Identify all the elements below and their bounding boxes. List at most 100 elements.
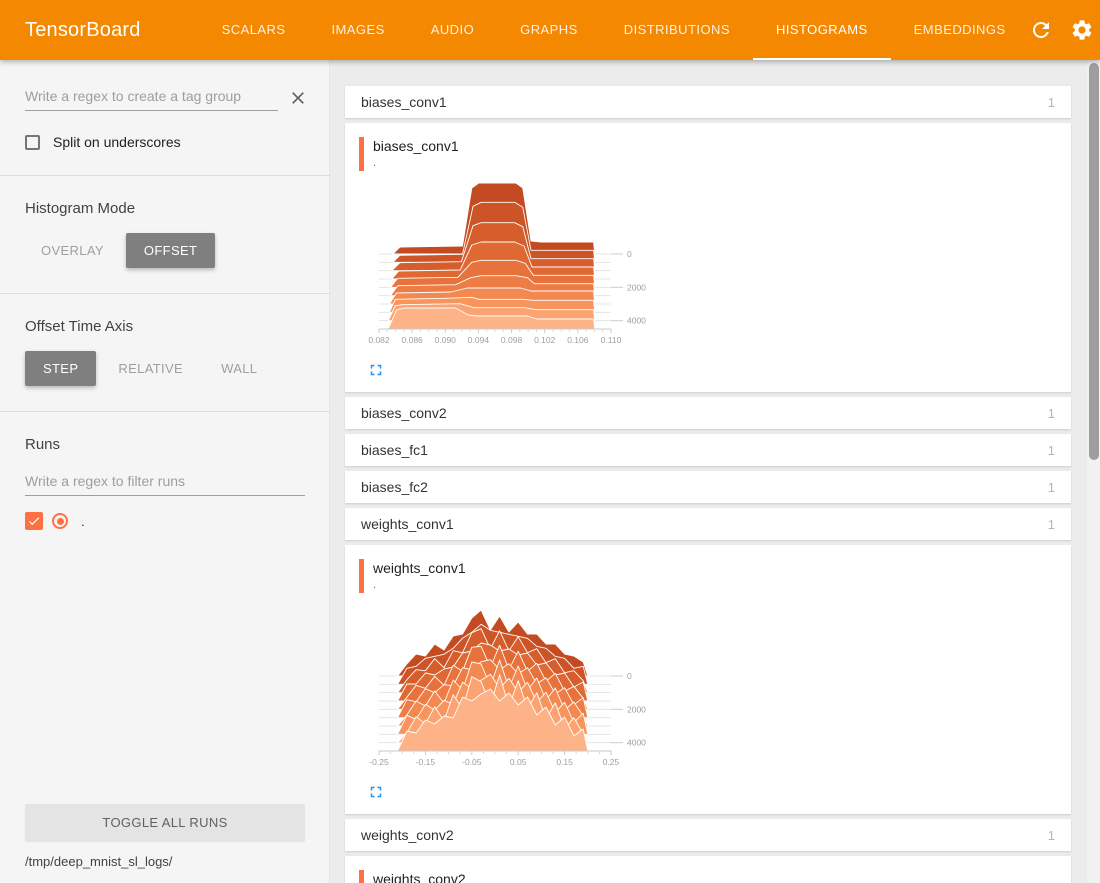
- app-header: TensorBoard SCALARSIMAGESAUDIOGRAPHSDIST…: [0, 0, 1100, 60]
- tag-group-count: 1: [1048, 480, 1055, 495]
- toggle-all-runs-button[interactable]: TOGGLE ALL RUNS: [25, 804, 305, 841]
- chart-title: weights_conv1: [373, 559, 466, 576]
- header-actions: [1029, 18, 1100, 42]
- tag-group-header-biases_conv1[interactable]: biases_conv11: [345, 86, 1071, 118]
- run-name: .: [81, 514, 85, 529]
- run-color-swatch-icon[interactable]: [52, 513, 68, 529]
- fullscreen-icon: [367, 783, 385, 801]
- clear-filter-button[interactable]: [288, 88, 308, 108]
- main-panel: biases_conv11biases_conv1.0200040000.082…: [330, 60, 1100, 883]
- svg-text:4000: 4000: [627, 316, 646, 326]
- divider: [0, 175, 330, 176]
- offset-time-axis-heading: Offset Time Axis: [25, 318, 305, 335]
- tag-group-title: weights_conv1: [361, 516, 454, 532]
- tag-group-header-biases_fc1[interactable]: biases_fc1 1: [345, 434, 1071, 466]
- svg-text:0.110: 0.110: [601, 335, 622, 345]
- time-axis-step-button[interactable]: STEP: [25, 351, 96, 386]
- log-directory-path: /tmp/deep_mnist_sl_logs/: [25, 854, 305, 869]
- svg-text:4000: 4000: [627, 738, 646, 748]
- settings-button[interactable]: [1070, 18, 1094, 42]
- svg-text:0.25: 0.25: [603, 757, 620, 767]
- tag-group-header-weights_conv1[interactable]: weights_conv1 1: [345, 508, 1071, 540]
- svg-text:0.082: 0.082: [368, 335, 390, 345]
- tab-bar: SCALARSIMAGESAUDIOGRAPHSDISTRIBUTIONSHIS…: [199, 0, 1029, 60]
- svg-text:0.090: 0.090: [435, 335, 457, 345]
- tag-group-count: 1: [1048, 828, 1055, 843]
- tab-distributions[interactable]: DISTRIBUTIONS: [601, 0, 753, 60]
- scrollbar[interactable]: [1087, 60, 1100, 883]
- svg-text:-0.25: -0.25: [369, 757, 389, 767]
- checkbox-unchecked-icon: [25, 135, 40, 150]
- tag-group-header-weights_conv2[interactable]: weights_conv2 1: [345, 819, 1071, 851]
- tag-filter-input[interactable]: [25, 84, 278, 111]
- runs-filter-input[interactable]: [25, 469, 305, 496]
- histogram-plot[interactable]: 0200040000.0820.0860.0900.0940.0980.1020…: [361, 179, 661, 355]
- tab-scalars[interactable]: SCALARS: [199, 0, 309, 60]
- close-icon: [288, 88, 308, 108]
- expand-chart-button[interactable]: [367, 361, 385, 379]
- run-color-bar: [359, 137, 364, 171]
- time-axis-relative-button[interactable]: RELATIVE: [102, 351, 199, 386]
- tag-group-count: 1: [1048, 443, 1055, 458]
- svg-text:0: 0: [627, 249, 632, 259]
- scrollbar-thumb[interactable]: [1089, 63, 1099, 460]
- sidebar: Split on underscores Histogram Mode OVER…: [0, 60, 330, 883]
- histogram-card-weights_conv2: weights_conv2.: [345, 856, 1071, 883]
- tab-audio[interactable]: AUDIO: [408, 0, 497, 60]
- chart-run-label: .: [373, 579, 466, 591]
- tab-histograms[interactable]: HISTOGRAMS: [753, 0, 891, 60]
- tensorboard-app: TensorBoard SCALARSIMAGESAUDIOGRAPHSDIST…: [0, 0, 1100, 883]
- chart-title: biases_conv1: [373, 137, 459, 154]
- run-color-bar: [359, 870, 364, 883]
- histogram-card-biases_conv1: biases_conv1.0200040000.0820.0860.0900.0…: [345, 123, 1071, 392]
- histogram-plot[interactable]: 0 2000 4000 -0.25 -0.15 -0.05 0.05 0.15 0.25: [361, 601, 661, 777]
- svg-text:0.106: 0.106: [567, 335, 589, 345]
- svg-text:-0.05: -0.05: [462, 757, 482, 767]
- card-list: biases_conv11biases_conv1.0200040000.082…: [330, 60, 1087, 883]
- tab-embeddings[interactable]: EMBEDDINGS: [891, 0, 1029, 60]
- tag-group-count: 1: [1048, 406, 1055, 421]
- histogram-mode-toggle: OVERLAYOFFSET: [25, 233, 305, 268]
- chart-title-block: biases_conv1.: [359, 137, 1057, 171]
- app-title: TensorBoard: [25, 19, 141, 42]
- tag-group-title: weights_conv2: [361, 827, 454, 843]
- run-list: .: [0, 512, 330, 530]
- tag-group-header-biases_conv2[interactable]: biases_conv2 1: [345, 397, 1071, 429]
- refresh-button[interactable]: [1029, 18, 1053, 42]
- chart-title: weights_conv2: [373, 870, 466, 883]
- histogram-card-weights_conv1: weights_conv1. 0 2000 4000 -0.25 -0.15 -0.05 0.…: [345, 545, 1071, 814]
- offset-time-axis-toggle: STEPRELATIVEWALL: [25, 351, 305, 386]
- chart-run-label: .: [373, 157, 459, 169]
- fullscreen-icon: [367, 361, 385, 379]
- run-color-bar: [359, 559, 364, 593]
- tag-group-title: biases_fc1: [361, 442, 428, 458]
- svg-text:0.05: 0.05: [510, 757, 527, 767]
- svg-text:2000: 2000: [627, 704, 646, 714]
- expand-chart-button[interactable]: [367, 783, 385, 801]
- histogram-mode-offset-button[interactable]: OFFSET: [126, 233, 215, 268]
- svg-text:0.102: 0.102: [534, 335, 556, 345]
- runs-heading: Runs: [25, 436, 305, 453]
- run-checkbox-checked-icon[interactable]: [25, 512, 43, 530]
- divider: [0, 293, 330, 294]
- svg-text:0.15: 0.15: [556, 757, 573, 767]
- run-item: .: [25, 512, 305, 530]
- tag-group-title: biases_conv2: [361, 405, 447, 421]
- time-axis-wall-button[interactable]: WALL: [205, 351, 273, 386]
- histogram-mode-heading: Histogram Mode: [25, 200, 305, 217]
- tab-images[interactable]: IMAGES: [308, 0, 407, 60]
- histogram-mode-overlay-button[interactable]: OVERLAY: [25, 233, 120, 268]
- tag-group-header-biases_fc2[interactable]: biases_fc2 1: [345, 471, 1071, 503]
- gear-icon: [1070, 18, 1094, 42]
- svg-text:0.086: 0.086: [402, 335, 424, 345]
- tag-group-count: 1: [1048, 95, 1055, 110]
- split-underscores-checkbox[interactable]: Split on underscores: [25, 134, 305, 150]
- tag-group-title: biases_fc2: [361, 479, 428, 495]
- tab-graphs[interactable]: GRAPHS: [497, 0, 601, 60]
- tag-group-count: 1: [1048, 517, 1055, 532]
- refresh-icon: [1029, 18, 1053, 42]
- svg-text:0.098: 0.098: [501, 335, 523, 345]
- svg-text:-0.15: -0.15: [416, 757, 436, 767]
- svg-text:0: 0: [627, 671, 632, 681]
- svg-text:0.094: 0.094: [468, 335, 490, 345]
